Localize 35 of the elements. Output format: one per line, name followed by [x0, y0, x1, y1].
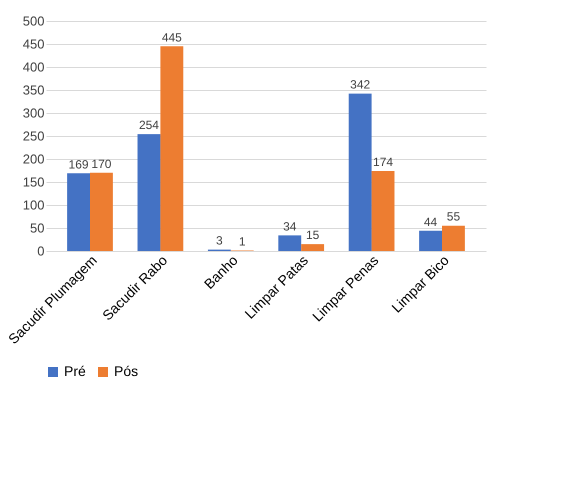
legend-label: Pós: [114, 363, 138, 379]
bar: [301, 244, 324, 251]
y-tick-label: 250: [22, 128, 44, 144]
y-tick-label: 450: [22, 36, 44, 52]
bar: [160, 46, 184, 251]
data-label: 445: [162, 30, 182, 44]
bar: [67, 173, 90, 251]
data-label: 3: [216, 234, 224, 248]
bar: [138, 134, 160, 251]
bar: [278, 235, 302, 251]
y-tick-label: 500: [22, 14, 44, 28]
data-label: 1: [238, 234, 246, 249]
data-label: 174: [373, 154, 394, 169]
bar: [442, 226, 465, 251]
data-label: 170: [91, 156, 112, 171]
y-tick-label: 400: [22, 60, 44, 74]
data-label: 342: [350, 78, 370, 92]
bar: [90, 172, 113, 251]
data-label: 44: [424, 214, 438, 229]
y-tick-label: 100: [22, 198, 44, 212]
data-label: 169: [68, 157, 89, 172]
y-tick-label: 200: [22, 152, 44, 166]
legend-label: Pré: [64, 363, 86, 379]
data-label: 34: [283, 219, 297, 234]
bar: [348, 94, 372, 251]
y-tick-label: 350: [22, 82, 44, 98]
y-tick-label: 50: [30, 220, 44, 236]
bar: [372, 170, 394, 251]
data-label: 55: [446, 210, 460, 224]
bar: [419, 230, 442, 251]
y-tick-label: 300: [22, 106, 44, 120]
y-tick-label: 150: [22, 174, 44, 190]
data-label: 15: [306, 228, 320, 242]
y-tick-label: 0: [37, 244, 44, 258]
data-label: 254: [138, 118, 160, 132]
